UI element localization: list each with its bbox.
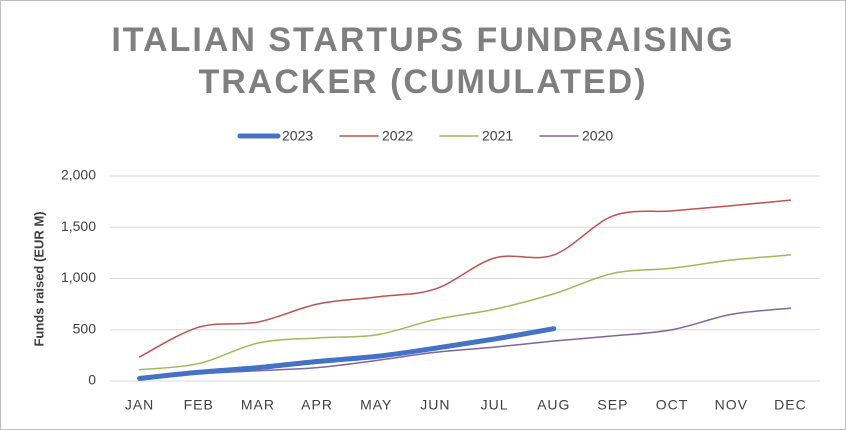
x-tick-label: JUL <box>481 397 509 413</box>
y-tick-label: 500 <box>73 320 97 336</box>
series-line <box>138 199 792 358</box>
x-tick-label: FEB <box>184 397 214 413</box>
y-axis-label: Funds raised (EUR M) <box>31 211 46 346</box>
x-tick-label: APR <box>301 397 333 413</box>
legend-label: 2022 <box>382 128 413 144</box>
legend-label: 2021 <box>482 128 513 144</box>
y-tick-label: 1,500 <box>61 218 96 234</box>
x-tick-label: MAY <box>360 397 392 413</box>
y-tick-label: 2,000 <box>61 167 96 183</box>
x-tick-label: SEP <box>597 397 628 413</box>
chart-title: ITALIAN STARTUPS FUNDRAISING <box>111 21 734 59</box>
x-tick-label: NOV <box>715 397 748 413</box>
x-tick-label: OCT <box>656 397 689 413</box>
y-tick-label: 1,000 <box>61 269 96 285</box>
x-tick-label: AUG <box>537 397 570 413</box>
y-tick-label: 0 <box>88 372 96 388</box>
series-line <box>138 307 792 380</box>
x-tick-label: MAR <box>241 397 275 413</box>
x-tick-label: JAN <box>125 397 154 413</box>
x-tick-label: DEC <box>774 397 807 413</box>
series-line <box>137 326 557 381</box>
chart-title: TRACKER (CUMULATED) <box>198 63 647 101</box>
x-tick-label: JUN <box>420 397 450 413</box>
legend-label: 2020 <box>582 128 613 144</box>
legend-label: 2023 <box>282 128 313 144</box>
series-line <box>138 254 792 371</box>
